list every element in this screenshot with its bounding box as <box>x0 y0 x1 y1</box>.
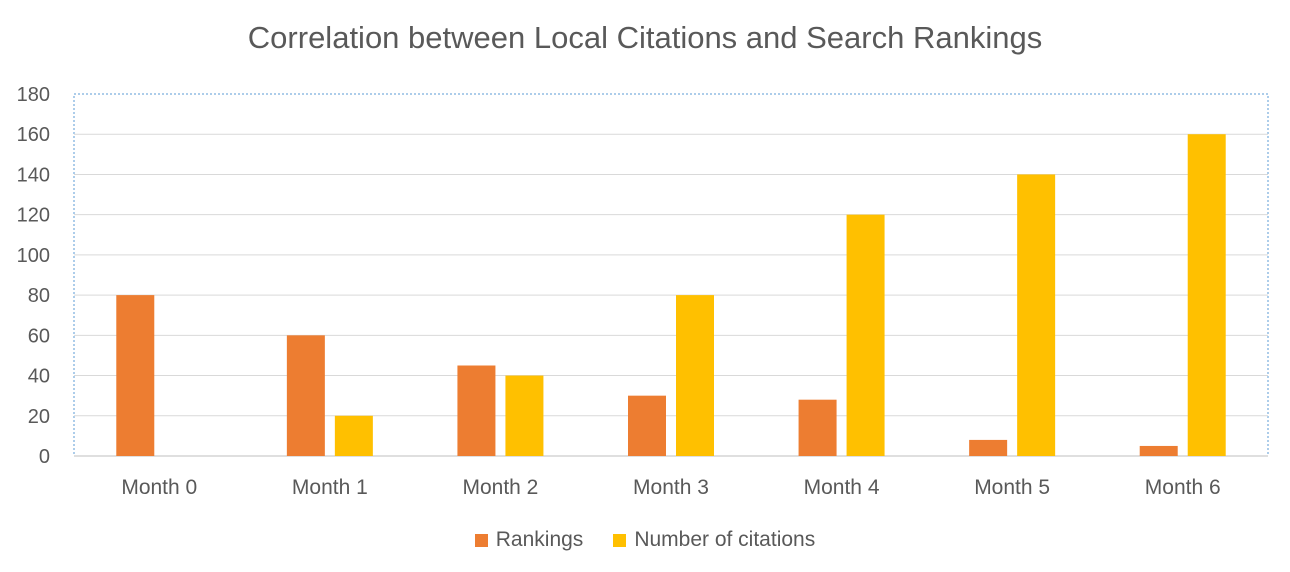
bar-rankings <box>286 335 325 456</box>
legend-swatch-citations <box>613 533 627 547</box>
bar-rankings <box>798 399 837 456</box>
bar-citations <box>1187 134 1226 456</box>
y-tick-label: 120 <box>17 205 50 227</box>
y-tick-label: 40 <box>28 366 50 388</box>
bar-citations <box>846 214 885 456</box>
bar-rankings <box>969 439 1008 456</box>
bar-rankings <box>628 395 666 456</box>
bar-citations <box>1017 174 1056 456</box>
legend-swatch-rankings <box>474 533 488 547</box>
x-tick-label: Month 0 <box>121 476 197 499</box>
chart-title: Correlation between Local Citations and … <box>247 20 1043 55</box>
x-tick-label: Month 5 <box>974 476 1050 499</box>
legend-label-citations: Number of citations <box>634 528 816 551</box>
legend-item-citations: Number of citations <box>613 528 815 552</box>
legend-label-rankings: Rankings <box>495 528 584 551</box>
y-tick-label: 80 <box>28 285 50 307</box>
bar-rankings <box>457 365 496 456</box>
x-tick-label: Month 1 <box>292 476 368 499</box>
legend: Rankings Number of citations <box>0 528 1290 552</box>
x-tick-label: Month 3 <box>633 476 709 499</box>
bar-citations <box>505 375 544 456</box>
y-tick-label: 100 <box>17 245 50 267</box>
y-tick-label: 20 <box>28 406 50 428</box>
x-tick-label: Month 2 <box>462 476 538 499</box>
bar-chart: 0 20 40 60 80 100 120 140 160 180 Month 0 Month 1 Mo… <box>17 84 1269 499</box>
y-tick-label: 140 <box>17 164 50 186</box>
plot-area-border <box>73 93 1269 457</box>
x-tick-label: Month 4 <box>804 476 880 499</box>
bar-citations <box>676 295 714 456</box>
bar-rankings <box>116 295 155 456</box>
legend-item-rankings: Rankings <box>474 528 584 552</box>
y-tick-label: 160 <box>17 124 50 146</box>
y-tick-label: 0 <box>39 446 50 468</box>
bar-rankings <box>1139 445 1178 456</box>
x-tick-label: Month 6 <box>1145 476 1221 499</box>
y-tick-label: 180 <box>17 84 50 106</box>
y-tick-label: 60 <box>28 325 50 347</box>
bar-citations <box>334 415 373 456</box>
